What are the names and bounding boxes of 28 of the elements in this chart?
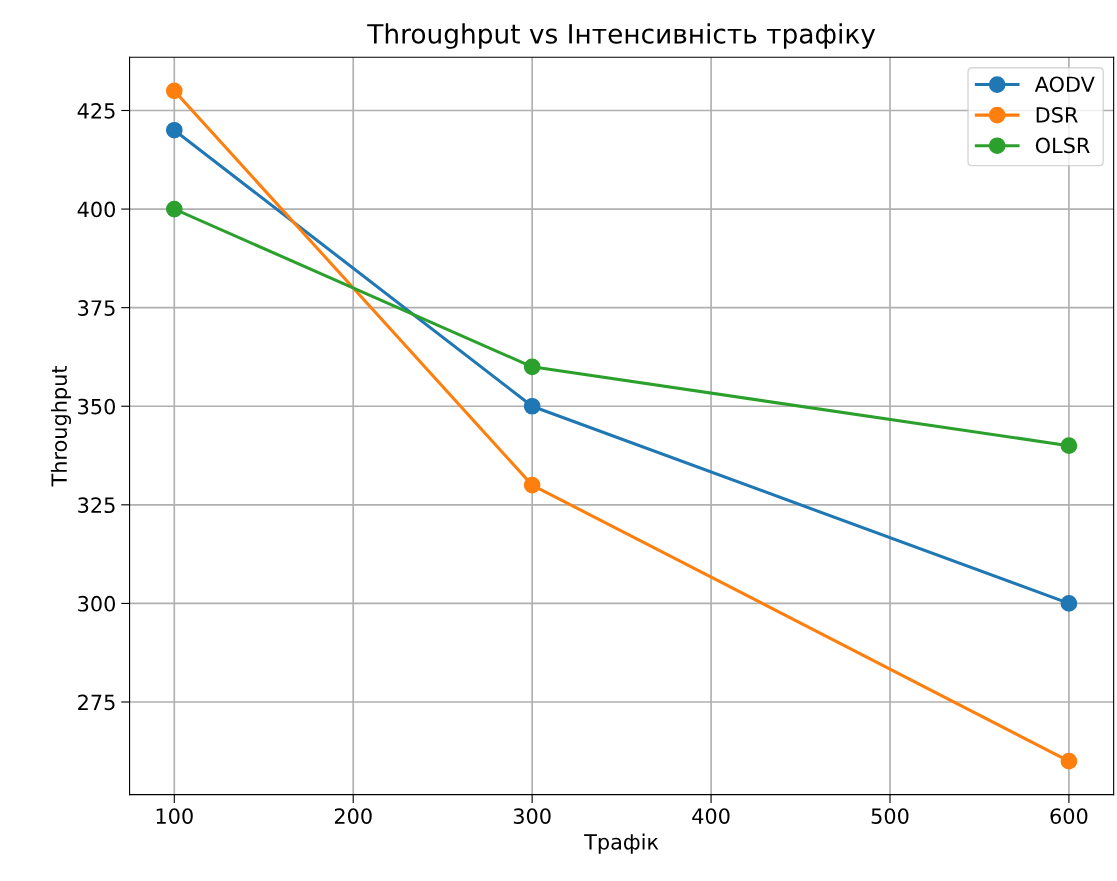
point	[1060, 595, 1078, 612]
point	[165, 121, 183, 139]
point	[165, 82, 183, 100]
point	[523, 397, 541, 415]
x-tick-label: 300	[513, 808, 551, 824]
legend-label: AODV	[1034, 76, 1095, 93]
y-tick-label: 375	[78, 300, 115, 316]
y-tick-label: 325	[78, 497, 115, 514]
point	[165, 200, 183, 218]
x-axis-title: Трафік	[584, 833, 659, 854]
point	[523, 476, 541, 494]
y-tick-label: 300	[78, 595, 115, 612]
legend-label: OLSR	[1035, 137, 1090, 154]
y-tick-label: 400	[77, 201, 115, 218]
x-tick-label: 500	[871, 808, 909, 824]
point	[523, 358, 541, 376]
y-tick-label: 275	[78, 694, 115, 711]
x-tick-label: 600	[1050, 808, 1088, 824]
x-tick-label: 200	[334, 808, 372, 824]
legend-label: DSR	[1036, 106, 1078, 123]
point	[1060, 437, 1078, 455]
x-tick-label: 100	[156, 808, 193, 824]
y-axis-title: Throughput	[50, 365, 72, 487]
y-tick-label: 425	[77, 102, 115, 119]
x-tick-label: 400	[692, 808, 730, 824]
point	[1060, 752, 1078, 770]
chart-title: Throughput vs Інтенсивність трафіку	[367, 23, 876, 49]
y-tick-label: 350	[78, 398, 115, 415]
